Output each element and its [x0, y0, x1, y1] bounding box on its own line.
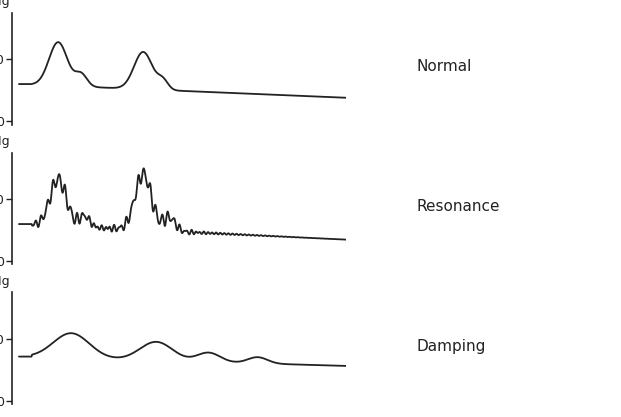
Text: mmHg: mmHg: [0, 0, 11, 8]
Text: mmHg: mmHg: [0, 135, 11, 148]
Text: Damping: Damping: [417, 339, 486, 354]
Text: Normal: Normal: [417, 59, 472, 74]
Text: mmHg: mmHg: [0, 275, 11, 288]
Text: Resonance: Resonance: [417, 199, 501, 214]
